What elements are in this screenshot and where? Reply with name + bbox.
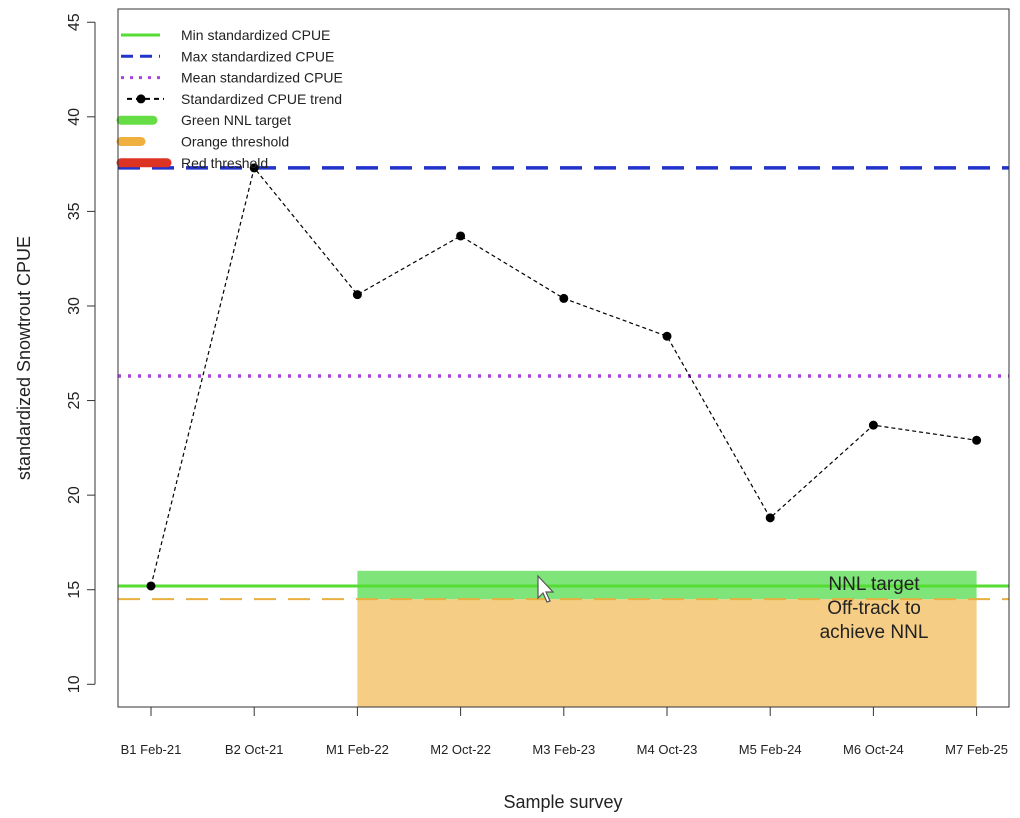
x-tick-label: B2 Oct-21: [225, 742, 284, 757]
x-tick-label: M5 Feb-24: [739, 742, 802, 757]
y-axis-title: standardized Snowtrout CPUE: [14, 236, 34, 480]
annotation-label: achieve NNL: [820, 622, 929, 643]
chart-series: [146, 163, 982, 591]
legend-label: Red threshold: [181, 155, 268, 171]
legend-label: Max standardized CPUE: [181, 48, 334, 64]
y-tick-label: 15: [66, 581, 83, 599]
legend-label: Standardized CPUE trend: [181, 91, 342, 107]
chart-annotations: NNL target Off-track to achieve NNL: [820, 574, 929, 643]
data-point-1: [146, 581, 156, 591]
y-tick-label: 40: [66, 108, 83, 126]
y-tick-label: 35: [66, 202, 83, 220]
data-point-4: [456, 231, 466, 241]
y-tick-label: 25: [66, 392, 83, 410]
y-axis: 10 15 20 25 30 35 40 45: [66, 13, 96, 693]
x-tick-label: M1 Feb-22: [326, 742, 389, 757]
x-tick-label: M4 Oct-23: [637, 742, 698, 757]
region-orange-threshold: [357, 599, 977, 707]
data-point-2: [249, 163, 259, 173]
x-axis-title: Sample survey: [503, 792, 622, 812]
x-tick-label: B1 Feb-21: [121, 742, 182, 757]
legend-label: Green NNL target: [181, 112, 291, 128]
x-tick-label: M6 Oct-24: [843, 742, 904, 757]
data-point-6: [662, 331, 672, 341]
legend-key-standardized-cpue-trend-point: [136, 94, 146, 104]
data-point-3: [352, 290, 362, 300]
data-point-5: [559, 293, 569, 303]
legend-label: Mean standardized CPUE: [181, 70, 343, 86]
reference-lines: [118, 166, 1009, 601]
y-tick-label: 45: [66, 13, 83, 31]
x-tick-label: M7 Feb-25: [945, 742, 1008, 757]
x-tick-label: M3 Feb-23: [532, 742, 595, 757]
x-tick-label: M2 Oct-22: [430, 742, 491, 757]
y-tick-label: 20: [66, 486, 83, 504]
legend-label: Min standardized CPUE: [181, 27, 330, 43]
x-axis: B1 Feb-21 B2 Oct-21 M1 Feb-22 M2 Oct-22 M3 F…: [121, 706, 1008, 757]
annotation-label: Off-track to: [827, 598, 921, 619]
data-point-8: [868, 420, 878, 430]
chart-legend: Min standardized CPUE Max standardized CP…: [116, 27, 343, 171]
series-line: [150, 166, 977, 587]
y-tick-label: 10: [66, 675, 83, 693]
y-tick-label: 30: [66, 297, 83, 315]
legend-label: Orange threshold: [181, 134, 289, 150]
annotation-label: NNL target: [828, 574, 920, 595]
mouse-cursor-icon: [537, 574, 555, 603]
data-point-7: [765, 513, 775, 523]
data-point-9: [972, 435, 982, 445]
